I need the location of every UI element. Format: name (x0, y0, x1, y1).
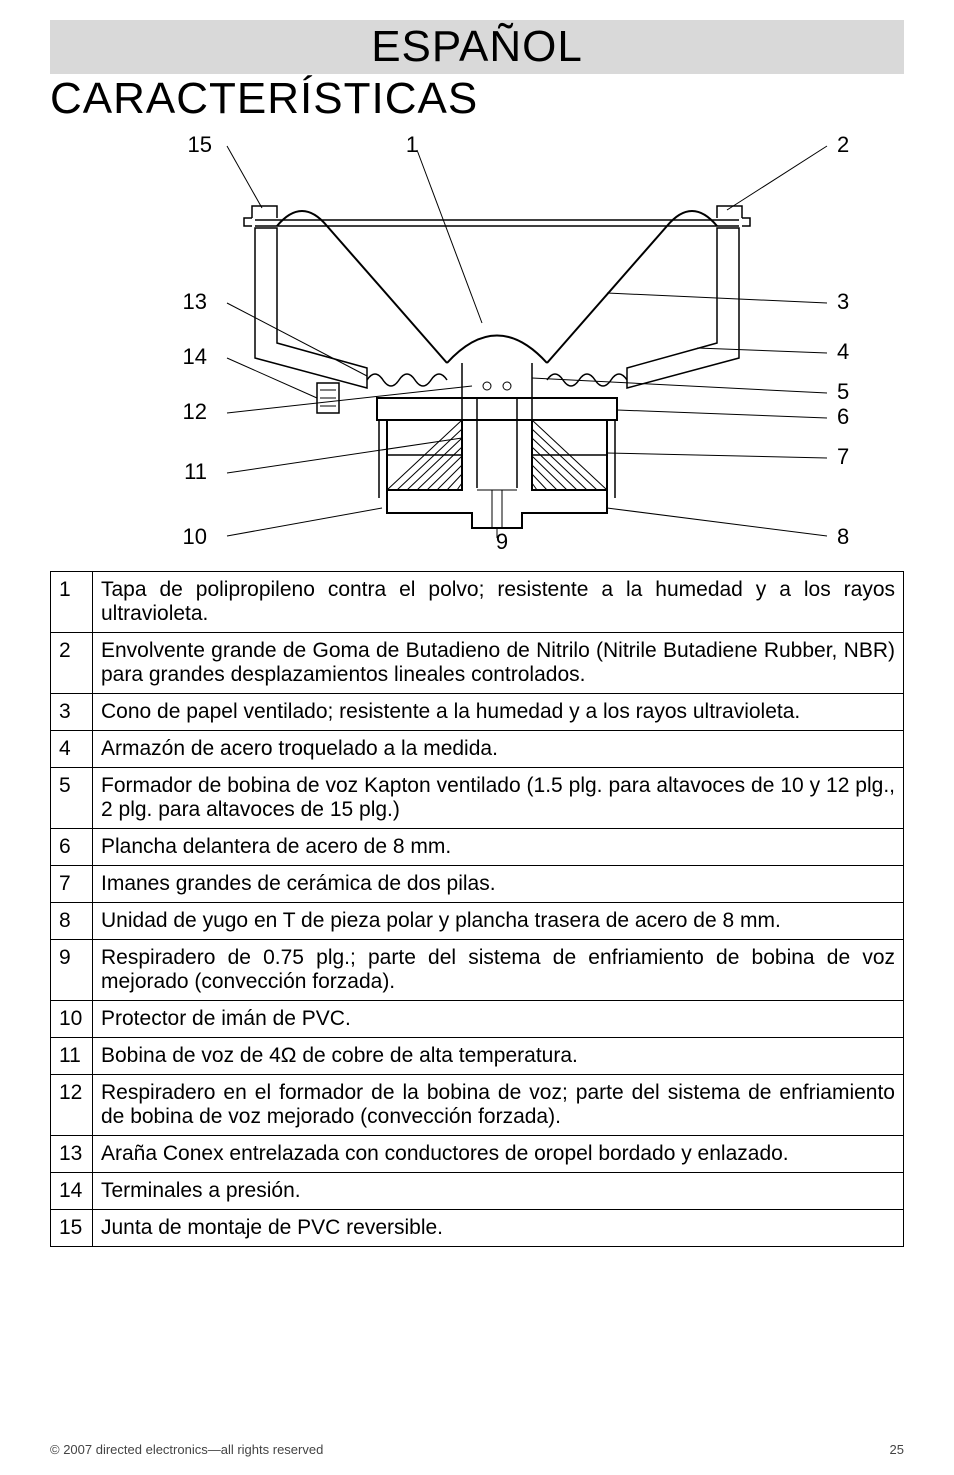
page-number: 25 (890, 1442, 904, 1457)
table-row: 9Respiradero de 0.75 plg.; parte del sis… (51, 940, 904, 1001)
table-row: 2Envolvente grande de Goma de Butadieno … (51, 633, 904, 694)
row-description: Envolvente grande de Goma de Butadieno d… (93, 633, 904, 694)
svg-text:5: 5 (837, 379, 849, 404)
svg-text:3: 3 (837, 289, 849, 314)
table-row: 13Araña Conex entrelazada con conductore… (51, 1136, 904, 1173)
svg-text:14: 14 (183, 344, 207, 369)
table-row: 11Bobina de voz de 4Ω de cobre de alta t… (51, 1038, 904, 1075)
row-number: 11 (51, 1038, 93, 1075)
svg-text:10: 10 (183, 524, 207, 549)
table-row: 1Tapa de polipropileno contra el polvo; … (51, 572, 904, 633)
table-row: 7Imanes grandes de cerámica de dos pilas… (51, 866, 904, 903)
table-row: 15Junta de montaje de PVC reversible. (51, 1210, 904, 1247)
row-number: 6 (51, 829, 93, 866)
row-description: Protector de imán de PVC. (93, 1001, 904, 1038)
row-number: 8 (51, 903, 93, 940)
row-description: Cono de papel ventilado; resistente a la… (93, 694, 904, 731)
row-number: 2 (51, 633, 93, 694)
svg-text:1: 1 (406, 132, 418, 157)
table-row: 3Cono de papel ventilado; resistente a l… (51, 694, 904, 731)
row-number: 4 (51, 731, 93, 768)
svg-text:12: 12 (183, 399, 207, 424)
row-number: 9 (51, 940, 93, 1001)
row-description: Terminales a presión. (93, 1173, 904, 1210)
row-number: 12 (51, 1075, 93, 1136)
row-number: 1 (51, 572, 93, 633)
table-row: 8Unidad de yugo en T de pieza polar y pl… (51, 903, 904, 940)
table-row: 10Protector de imán de PVC. (51, 1001, 904, 1038)
row-description: Respiradero en el formador de la bobina … (93, 1075, 904, 1136)
svg-text:6: 6 (837, 404, 849, 429)
row-number: 5 (51, 768, 93, 829)
row-number: 15 (51, 1210, 93, 1247)
language-banner: ESPAÑOL (50, 20, 904, 74)
row-description: Armazón de acero troquelado a la medida. (93, 731, 904, 768)
table-row: 5Formador de bobina de voz Kapton ventil… (51, 768, 904, 829)
row-number: 3 (51, 694, 93, 731)
table-row: 12Respiradero en el formador de la bobin… (51, 1075, 904, 1136)
table-row: 14Terminales a presión. (51, 1173, 904, 1210)
row-description: Bobina de voz de 4Ω de cobre de alta tem… (93, 1038, 904, 1075)
svg-text:2: 2 (837, 132, 849, 157)
row-description: Imanes grandes de cerámica de dos pilas. (93, 866, 904, 903)
svg-text:9: 9 (496, 529, 508, 554)
page-footer: © 2007 directed electronics—all rights r… (50, 1442, 904, 1457)
page-title: CARACTERÍSTICAS (50, 74, 904, 124)
row-number: 10 (51, 1001, 93, 1038)
svg-text:11: 11 (184, 459, 207, 484)
copyright-text: © 2007 directed electronics—all rights r… (50, 1442, 323, 1457)
row-number: 14 (51, 1173, 93, 1210)
row-number: 13 (51, 1136, 93, 1173)
row-description: Junta de montaje de PVC reversible. (93, 1210, 904, 1247)
row-number: 7 (51, 866, 93, 903)
row-description: Tapa de polipropileno contra el polvo; r… (93, 572, 904, 633)
row-description: Unidad de yugo en T de pieza polar y pla… (93, 903, 904, 940)
table-row: 6Plancha delantera de acero de 8 mm. (51, 829, 904, 866)
speaker-diagram: 15 13 14 12 11 10 2 3 4 56 7 8 1 9 (50, 128, 904, 563)
row-description: Respiradero de 0.75 plg.; parte del sist… (93, 940, 904, 1001)
table-row: 4Armazón de acero troquelado a la medida… (51, 731, 904, 768)
svg-text:4: 4 (837, 339, 849, 364)
row-description: Formador de bobina de voz Kapton ventila… (93, 768, 904, 829)
svg-text:15: 15 (188, 132, 212, 157)
features-table: 1Tapa de polipropileno contra el polvo; … (50, 571, 904, 1247)
svg-text:13: 13 (183, 289, 207, 314)
row-description: Plancha delantera de acero de 8 mm. (93, 829, 904, 866)
svg-text:7: 7 (837, 444, 849, 469)
svg-text:8: 8 (837, 524, 849, 549)
row-description: Araña Conex entrelazada con conductores … (93, 1136, 904, 1173)
